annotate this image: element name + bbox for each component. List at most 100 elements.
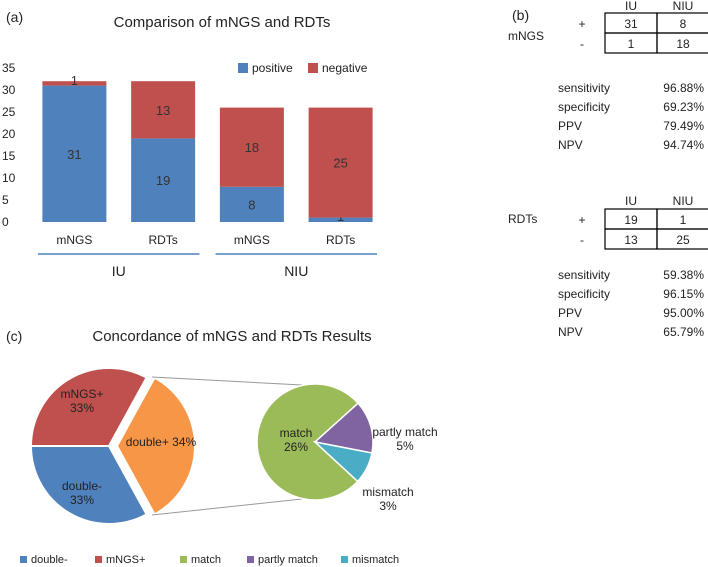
metric-value: 79.49% xyxy=(663,119,704,133)
bar-data-label: 18 xyxy=(245,140,259,155)
bar-positive xyxy=(219,186,284,222)
bar-data-label: 19 xyxy=(156,173,170,188)
x-tick-label: RDTs xyxy=(148,233,177,247)
legend-swatch-positive xyxy=(238,63,248,73)
pie-chart: mNGS+ 33% double+ 34% double-33% match 26% par… xyxy=(20,367,438,566)
table-cell-value: 1 xyxy=(680,213,687,227)
bar-chart-title: Comparison of mNGS and RDTs xyxy=(114,14,331,31)
legend-swatch-double- xyxy=(20,556,27,563)
y-tick-label: 20 xyxy=(2,127,16,141)
table-col-header: NIU xyxy=(673,0,694,13)
group-label: IU xyxy=(112,263,126,279)
bar-positive xyxy=(308,217,373,222)
metric-value: 94.74% xyxy=(663,138,704,152)
legend-swatch-mNGS- xyxy=(95,556,102,563)
legend-label: double- xyxy=(31,554,68,566)
y-tick-label: 30 xyxy=(2,83,16,97)
table-row-label: RDTs xyxy=(508,212,537,226)
metric-name: specificity xyxy=(558,100,610,114)
y-tick-label: 15 xyxy=(2,149,16,163)
pie-slice-mNGS- xyxy=(29,367,148,447)
metric-name: NPV xyxy=(558,138,583,152)
bar-data-label: 8 xyxy=(248,197,255,212)
bar-data-label: 13 xyxy=(156,103,170,118)
legend-swatch-match xyxy=(180,556,187,563)
table-row-sign: - xyxy=(580,37,584,51)
table-cell-value: 25 xyxy=(676,233,690,247)
legend-swatch-mismatch xyxy=(341,556,348,563)
legend-label: mNGS+ xyxy=(106,554,145,566)
panel-a-label: (a) xyxy=(6,9,23,25)
pie-chart-title: Concordance of mNGS and RDTs Results xyxy=(92,328,371,345)
breakout-connector-line xyxy=(151,498,303,516)
table-cell-value: 31 xyxy=(624,17,638,31)
confusion-tables: IU NIU mNGS + 31 8 - 1 18 sensitivity 96.88% specif… xyxy=(508,0,708,339)
metric-value: 59.38% xyxy=(663,268,704,282)
table-col-header: NIU xyxy=(673,194,694,208)
table-row-sign: + xyxy=(578,17,585,31)
metric-name: specificity xyxy=(558,287,610,301)
y-tick-label: 10 xyxy=(2,171,16,185)
y-tick-label: 35 xyxy=(2,61,16,75)
breakout-slice-label: partly match 5% xyxy=(372,425,437,453)
table-cell-value: 18 xyxy=(676,37,690,51)
metric-name: NPV xyxy=(558,325,583,339)
legend-label-positive: positive xyxy=(252,61,293,75)
table-cell-value: 8 xyxy=(680,17,687,31)
panel-c-label: (c) xyxy=(6,328,22,344)
breakout-slice-partly-match xyxy=(313,402,374,454)
breakout-slice-label: match 26% xyxy=(280,426,313,454)
table-cell-value: 1 xyxy=(628,37,635,51)
metric-value: 65.79% xyxy=(663,325,704,339)
metric-value: 69.23% xyxy=(663,100,704,114)
bar-negative xyxy=(219,107,284,187)
table-row-label: mNGS xyxy=(508,29,544,43)
bar-chart: 05101520253035311mNGS1913RDTs818mNGS125R… xyxy=(2,61,377,279)
table-col-header: IU xyxy=(625,194,637,208)
legend-label: mismatch xyxy=(352,554,399,566)
table-cell-border xyxy=(656,228,708,250)
x-tick-label: RDTs xyxy=(326,233,355,247)
metric-value: 95.00% xyxy=(663,306,704,320)
bar-data-label: 31 xyxy=(67,147,81,162)
pie-slice-label: double-33% xyxy=(62,479,102,507)
breakout-slice-mismatch xyxy=(312,440,373,483)
legend-swatch-negative xyxy=(308,63,318,73)
table-cell-border xyxy=(656,32,708,54)
bar-negative xyxy=(131,81,196,139)
legend-swatch-partly-match xyxy=(247,556,254,563)
legend-label: match xyxy=(191,554,221,566)
metric-value: 96.88% xyxy=(663,81,704,95)
table-cell-value: 19 xyxy=(624,213,638,227)
bar-data-label: 1 xyxy=(71,73,78,88)
pie-slice-label: double+ 34% xyxy=(126,435,197,449)
x-tick-label: mNGS xyxy=(234,233,270,247)
legend-label-negative: negative xyxy=(322,61,368,75)
table-row-sign: + xyxy=(578,213,585,227)
table-col-header: IU xyxy=(625,0,637,13)
metric-value: 96.15% xyxy=(663,287,704,301)
pie-slice-label: mNGS+ 33% xyxy=(60,387,103,415)
bar-positive xyxy=(131,138,196,222)
legend-label: partly match xyxy=(258,554,318,566)
bar-negative xyxy=(42,81,107,86)
metric-name: sensitivity xyxy=(558,268,610,282)
breakout-connector-line xyxy=(151,376,303,386)
metric-name: PPV xyxy=(558,119,582,133)
group-label: NIU xyxy=(284,263,308,279)
pie-slice-double- xyxy=(115,376,196,516)
bar-negative xyxy=(308,107,373,218)
metric-name: sensitivity xyxy=(558,81,610,95)
breakout-slice-match xyxy=(256,383,360,501)
metric-name: PPV xyxy=(558,306,582,320)
y-tick-label: 0 xyxy=(2,215,9,229)
y-tick-label: 25 xyxy=(2,105,16,119)
bar-data-label: 25 xyxy=(333,156,347,171)
y-tick-label: 5 xyxy=(2,193,9,207)
table-row-sign: - xyxy=(580,233,584,247)
panel-b-label: (b) xyxy=(512,7,529,23)
table-cell-value: 13 xyxy=(624,233,638,247)
pie-slice-double- xyxy=(29,445,148,525)
x-tick-label: mNGS xyxy=(56,233,92,247)
